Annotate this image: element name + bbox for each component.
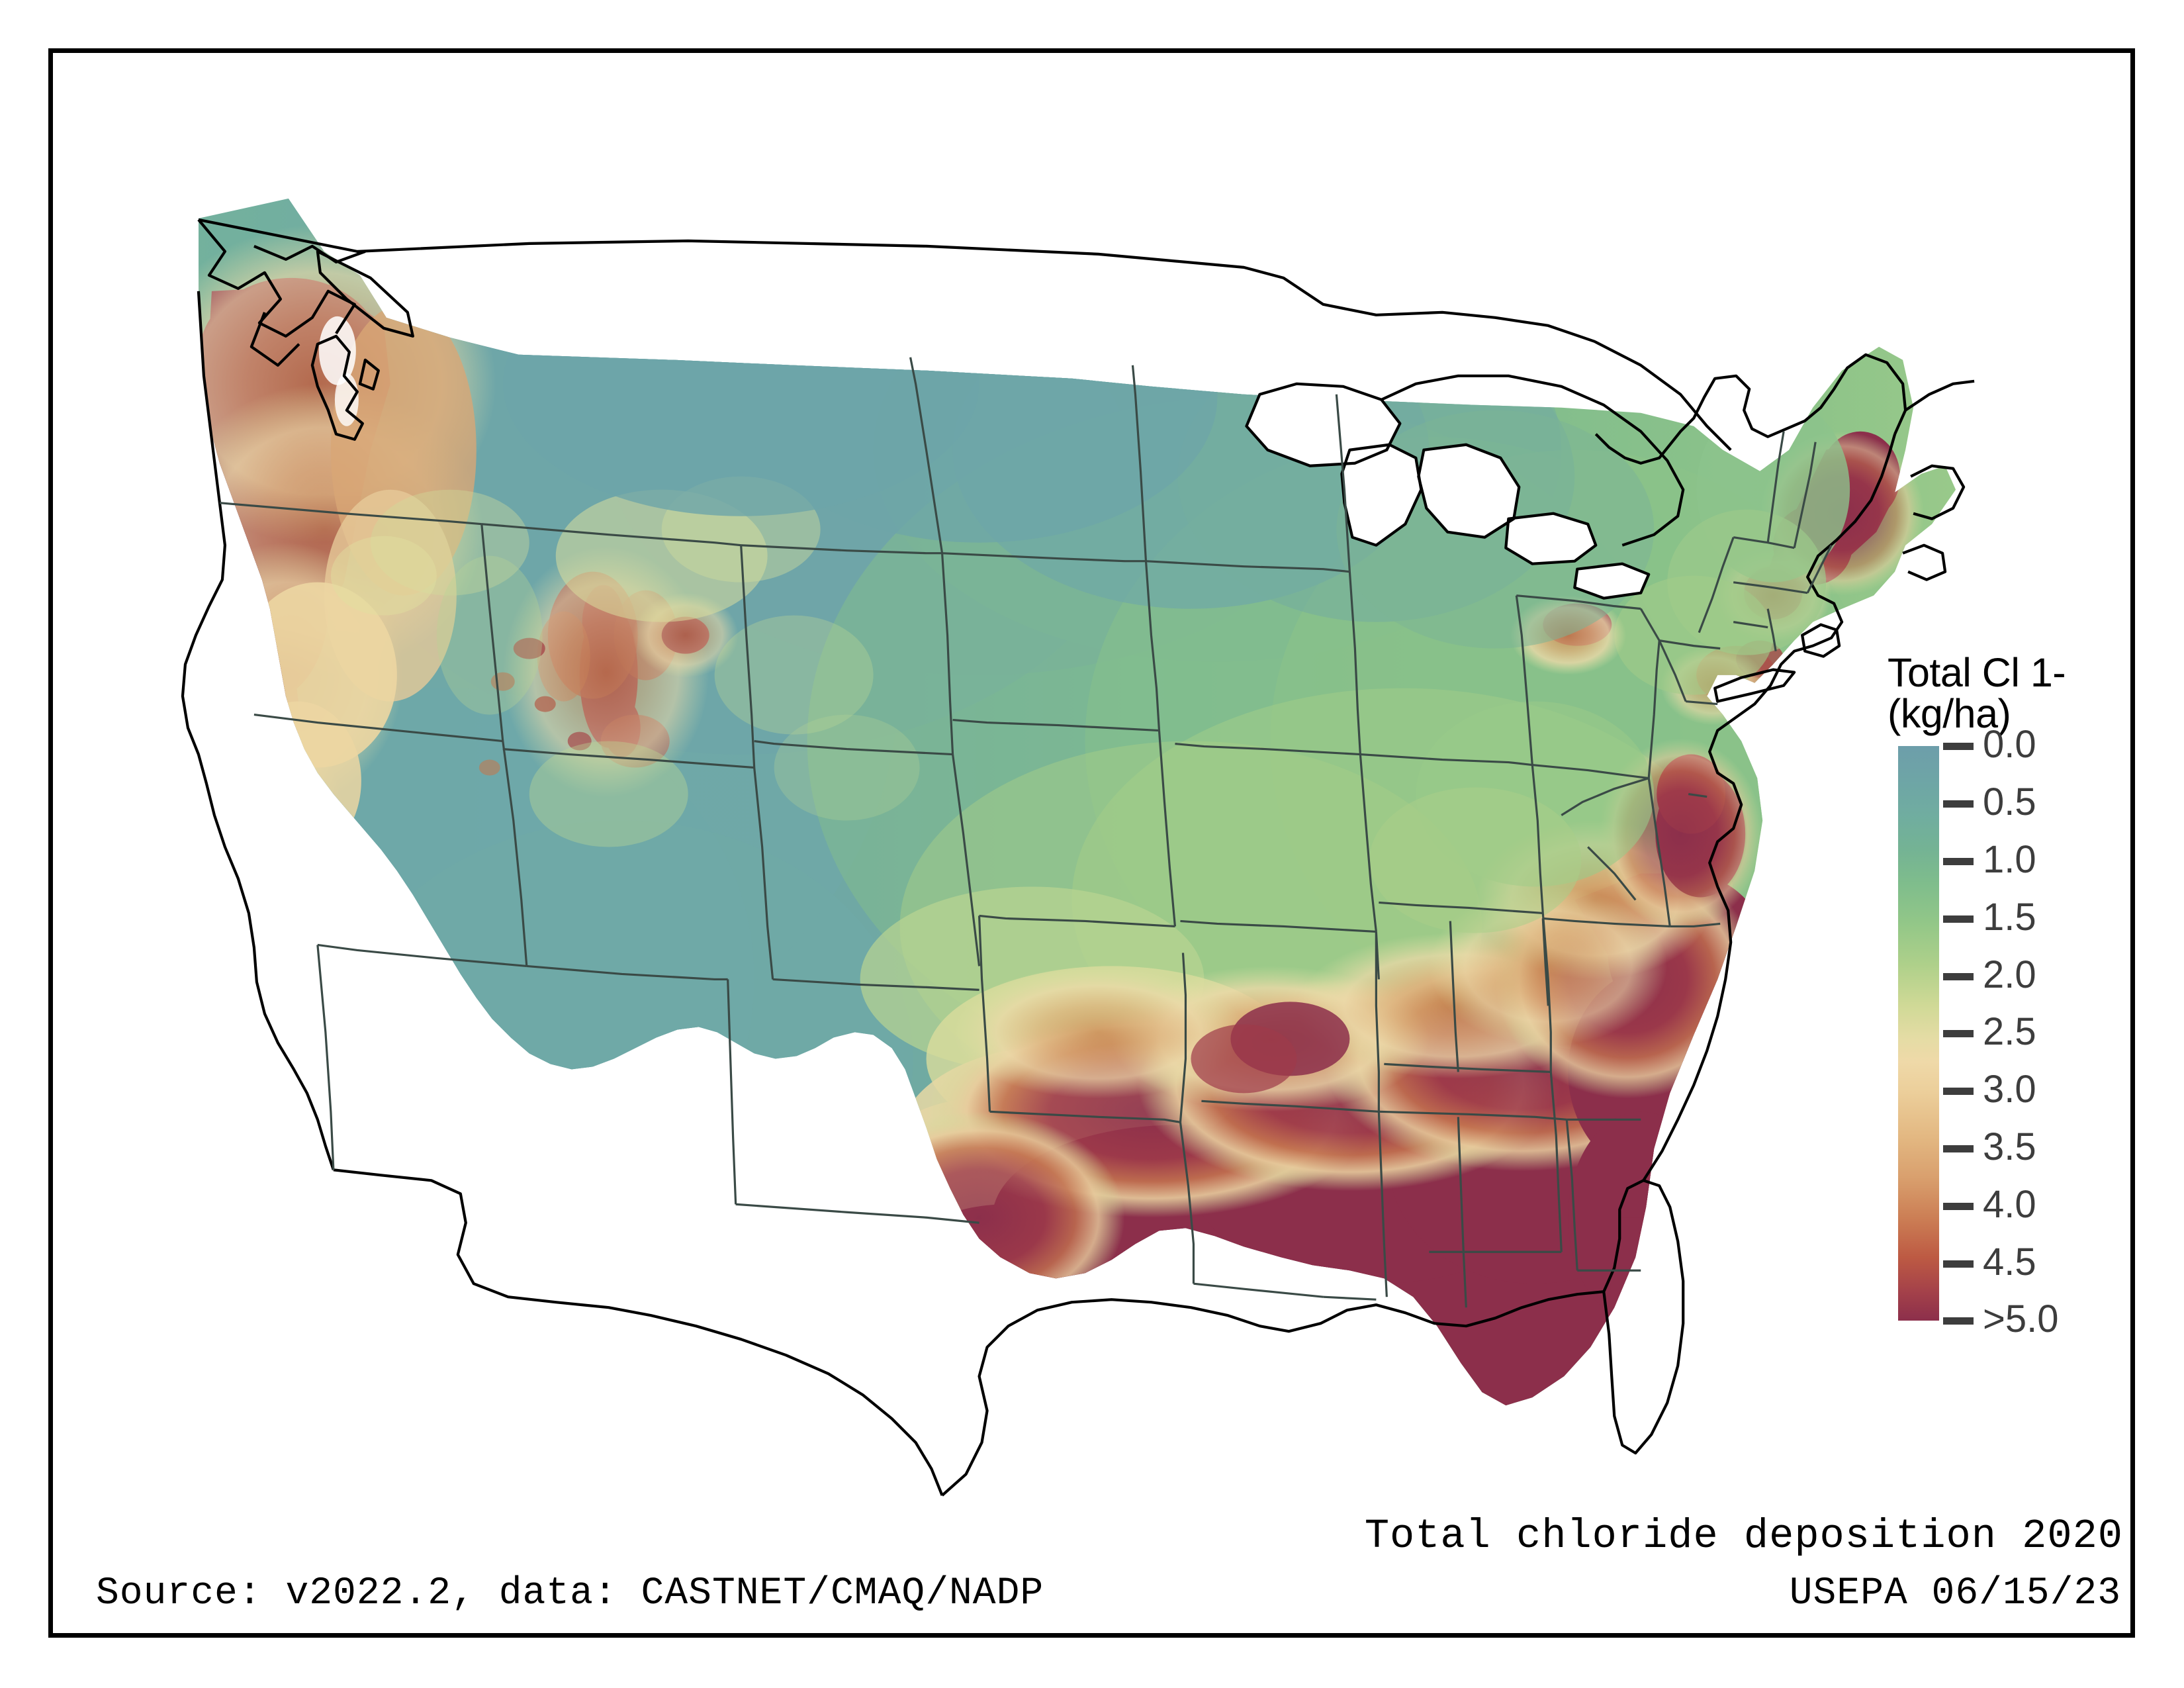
colorbar-gradient [1898,746,1939,1321]
tick-dash [1943,915,1974,923]
tick-label: 4.0 [1983,1182,2036,1226]
legend-title-line1: Total Cl 1- [1888,650,2066,695]
tick-label: 1.5 [1983,895,2036,939]
tick-label: 4.5 [1983,1240,2036,1284]
tick-dash [1943,1030,1974,1038]
tick-label: 2.0 [1983,953,2036,996]
tick-dash [1943,1260,1974,1268]
colorbar-wrap: 0.0 0.5 1.0 1.5 2.0 2.5 [1898,723,2123,1340]
credit-note: USEPA 06/15/23 [1789,1572,2121,1615]
tick-label: 0.5 [1983,780,2036,824]
legend-title: Total Cl 1- (kg/ha) [1850,650,2134,737]
tick-label: 2.5 [1983,1010,2036,1054]
tick-label: 3.5 [1983,1125,2036,1169]
national-boundary [181,218,1975,1497]
tick-label: 3.0 [1983,1068,2036,1111]
legend-title-line2: (kg/ha) [1888,691,2011,737]
tick-dash [1943,1145,1974,1153]
great-lakes [1246,383,1649,598]
tick-label: 1.0 [1983,838,2036,882]
map-canvas [53,53,2130,1633]
tick-dash [1943,858,1974,866]
colorbar-legend: Total Cl 1- (kg/ha) 0.0 0.5 1.0 1.5 [1850,650,2134,1341]
map-caption: Total chloride deposition 2020 [1364,1513,2123,1560]
state-boundaries [219,357,1833,1308]
tick-dash [1943,972,1974,980]
tick-dash [1943,800,1974,808]
deposition-map [53,53,2130,1633]
source-note: Source: v2022.2, data: CASTNET/CMAQ/NADP [96,1572,1044,1615]
tick-dash [1943,1088,1974,1096]
tick-dash [1943,743,1974,751]
tick-dash [1943,1202,1974,1210]
